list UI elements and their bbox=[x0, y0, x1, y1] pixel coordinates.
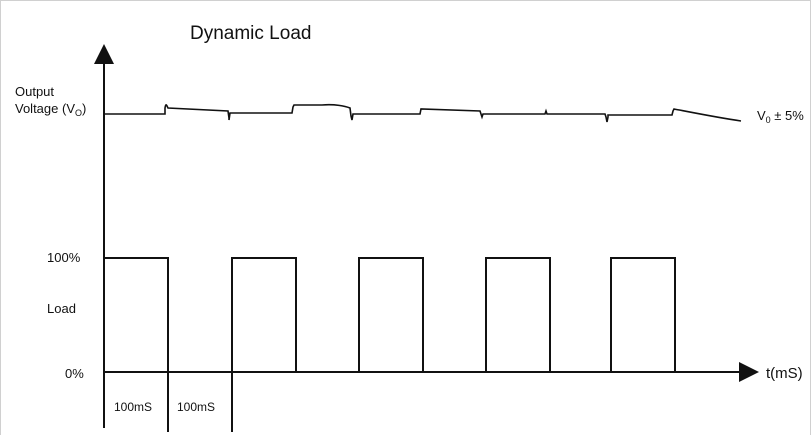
tolerance-label: V0 ± 5% bbox=[757, 108, 804, 125]
interval-label-2: 100mS bbox=[177, 400, 215, 414]
load-0-label: 0% bbox=[65, 366, 84, 381]
load-pulse-3 bbox=[358, 257, 424, 372]
output-label-line1: Output bbox=[15, 84, 54, 99]
load-label: Load bbox=[47, 301, 76, 316]
load-pulse-4 bbox=[485, 257, 551, 372]
interval-label-1: 100mS bbox=[114, 400, 152, 414]
diagram-title: Dynamic Load bbox=[190, 23, 311, 44]
load-pulse-2 bbox=[231, 257, 297, 372]
output-voltage-trace bbox=[104, 103, 742, 123]
load-pulse-5 bbox=[610, 257, 676, 372]
load-100-label: 100% bbox=[47, 250, 81, 265]
load-pulse-1 bbox=[103, 257, 169, 372]
x-axis-label: t(mS) bbox=[766, 365, 803, 382]
output-label-line2: Voltage (VO) bbox=[15, 101, 86, 118]
